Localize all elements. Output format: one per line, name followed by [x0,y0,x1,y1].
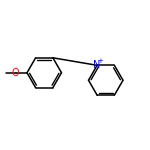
Text: O: O [12,68,20,78]
Text: +: + [98,58,103,64]
Text: N: N [93,60,101,70]
